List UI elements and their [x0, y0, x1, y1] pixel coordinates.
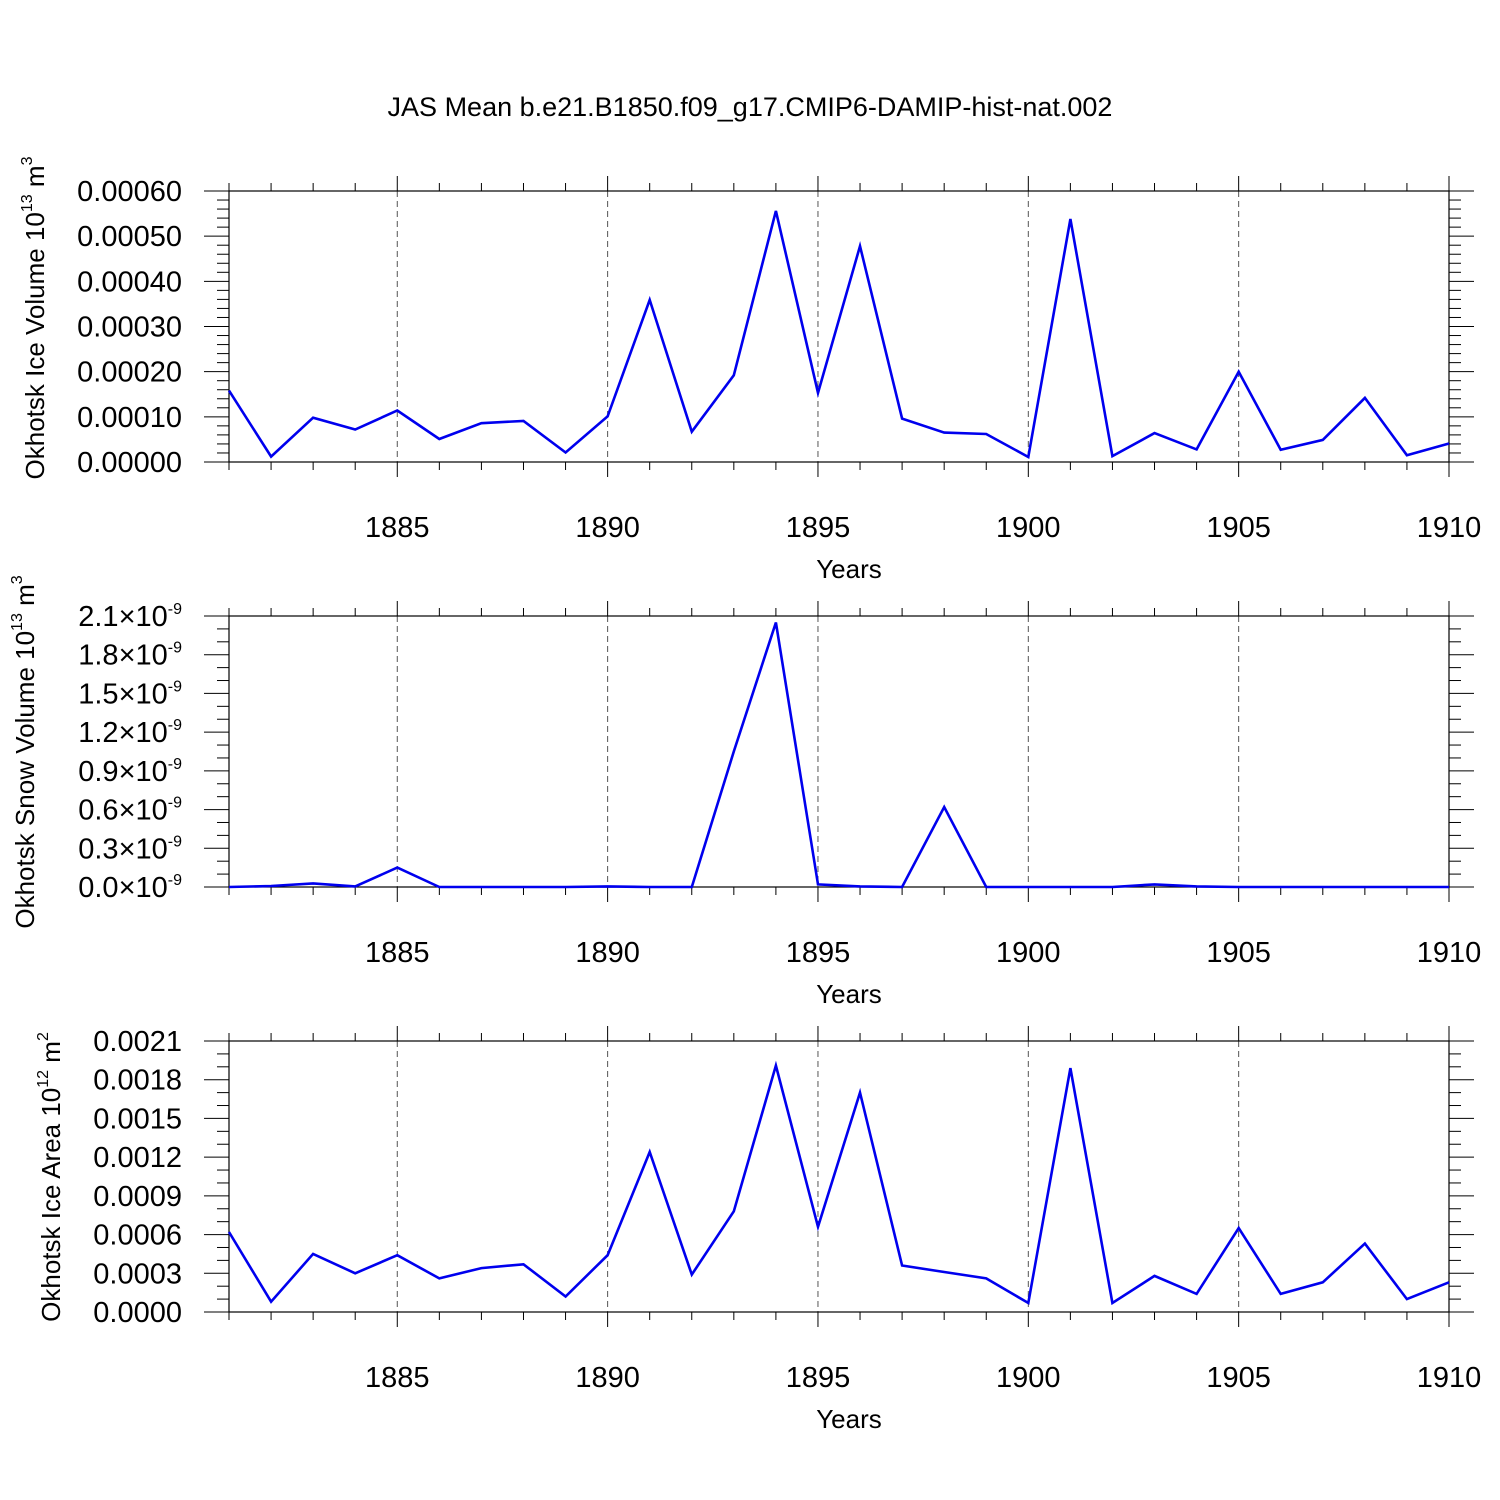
x-axis-label: Years	[816, 979, 882, 1009]
x-tick-label: 1890	[575, 937, 640, 969]
x-tick-label: 1890	[575, 512, 640, 544]
y-tick-label: 0.00030	[77, 312, 182, 344]
y-tick-label: 1.8×10-9	[78, 640, 182, 672]
y-tick-label: 0.00020	[77, 357, 182, 389]
y-axis-label: Okhotsk Snow Volume 1013 m3	[9, 575, 40, 928]
panel-3: 1885 1890 1895 1900 1905 1910 0.0000 0.0003 0.00…	[35, 1026, 1481, 1434]
x-axis-label: Years	[816, 554, 882, 584]
x-tick-label: 1885	[365, 937, 430, 969]
y-tick-label: 0.00050	[77, 221, 182, 253]
y-tick-label: 0.0018	[93, 1065, 182, 1097]
panel-2: 1885 1890 1895 1900 1905 1910 0.0×10-9 0.3×10-9…	[9, 575, 1481, 1009]
plot-frame	[228, 1040, 1450, 1313]
x-tick-label: 1905	[1206, 1362, 1271, 1394]
x-tick-label: 1900	[996, 1362, 1061, 1394]
y-tick-label: 0.0000	[93, 1297, 182, 1329]
x-tick-label: 1885	[365, 512, 430, 544]
x-tick-label: 1890	[575, 1362, 640, 1394]
plot-frame	[228, 615, 1450, 888]
y-tick-label: 0.9×10-9	[78, 756, 182, 788]
x-tick-label: 1885	[365, 1362, 430, 1394]
x-tick-label: 1895	[786, 1362, 851, 1394]
y-tick-label: 0.0006	[93, 1220, 182, 1252]
y-tick-label: 0.00060	[77, 176, 182, 208]
x-tick-label: 1910	[1417, 1362, 1482, 1394]
series-line	[227, 1060, 1450, 1306]
y-tick-label: 0.6×10-9	[78, 795, 182, 827]
y-tick-label: 0.3×10-9	[78, 833, 182, 865]
x-tick-label: 1900	[996, 937, 1061, 969]
y-tick-label: 0.0009	[93, 1181, 182, 1213]
y-tick-label: 0.0015	[93, 1103, 182, 1135]
x-tick-label: 1895	[786, 937, 851, 969]
y-tick-label: 0.0×10-9	[78, 872, 182, 904]
x-tick-label: 1910	[1417, 937, 1482, 969]
x-tick-label: 1905	[1206, 512, 1271, 544]
series-line	[228, 622, 1449, 889]
y-tick-label: 0.0012	[93, 1142, 182, 1174]
panels: 1885 1890 1895 1900 1905 1910 0.00000 0.00010 0.…	[9, 156, 1481, 1434]
x-tick-label: 1900	[996, 512, 1061, 544]
y-tick-label: 0.00040	[77, 266, 182, 298]
y-tick-label: 2.1×10-9	[78, 601, 182, 633]
y-tick-label: 0.00000	[77, 447, 182, 479]
series-line	[227, 210, 1450, 460]
x-tick-label: 1895	[786, 512, 851, 544]
y-tick-label: 1.5×10-9	[78, 678, 182, 710]
y-tick-label: 0.0021	[93, 1026, 182, 1058]
y-tick-label: 0.0003	[93, 1258, 182, 1290]
figure-title: JAS Mean b.e21.B1850.f09_g17.CMIP6-DAMIP…	[388, 92, 1113, 122]
y-tick-label: 0.00010	[77, 402, 182, 434]
x-tick-label: 1905	[1206, 937, 1271, 969]
x-tick-label: 1910	[1417, 512, 1482, 544]
y-axis-label: Okhotsk Ice Volume 1013 m3	[19, 156, 50, 479]
x-axis-label: Years	[816, 1404, 882, 1434]
panel-1: 1885 1890 1895 1900 1905 1910 0.00000 0.00010 0.…	[19, 156, 1481, 584]
y-tick-label: 1.2×10-9	[78, 717, 182, 749]
y-axis-label: Okhotsk Ice Area 1012 m2	[35, 1032, 66, 1322]
